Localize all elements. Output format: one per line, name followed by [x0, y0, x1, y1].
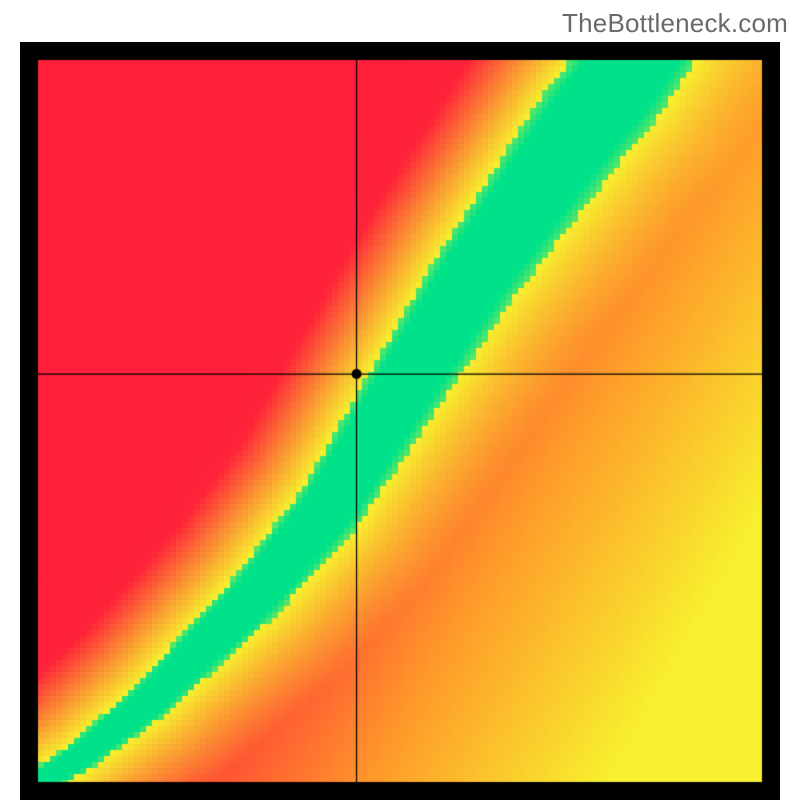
- watermark-text: TheBottleneck.com: [562, 8, 788, 39]
- bottleneck-heatmap: [20, 42, 780, 800]
